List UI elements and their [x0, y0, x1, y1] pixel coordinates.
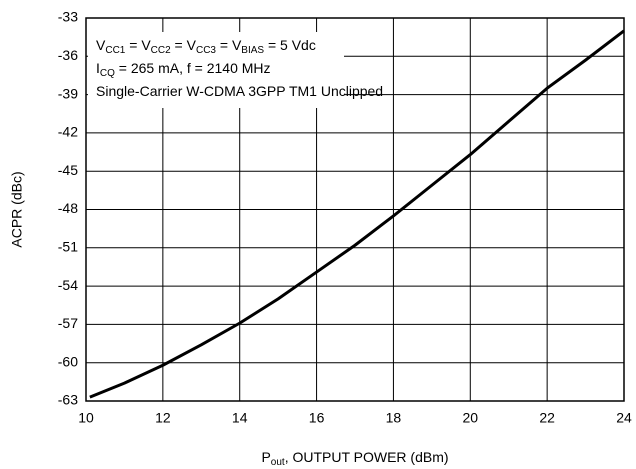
annotation: Single-Carrier W-CDMA 3GPP TM1 Unclipped	[96, 83, 383, 99]
y-tick-label: -42	[58, 124, 78, 140]
text-part: = 265 mA, f = 2140 MHz	[115, 60, 271, 76]
y-tick-label: -45	[58, 162, 78, 178]
x-tick-label: 10	[78, 410, 94, 426]
subscript: CC2	[151, 45, 171, 56]
y-tick-label: -57	[58, 315, 78, 331]
subscript: CC3	[196, 45, 216, 56]
text-part: , OUTPUT POWER (dBm)	[285, 449, 449, 465]
x-tick-label: 24	[616, 410, 632, 426]
annotation: ICQ = 265 mA, f = 2140 MHz	[96, 60, 271, 79]
text-part: P	[261, 449, 270, 465]
y-tick-label: -60	[58, 353, 78, 369]
annotation-background	[88, 32, 344, 108]
text-part: = 5 Vdc	[264, 37, 316, 53]
y-tick-label: -54	[58, 277, 78, 293]
text-part: I	[96, 60, 100, 76]
subscript: CQ	[100, 68, 115, 79]
subscript: BIAS	[241, 45, 264, 56]
text-part: = V	[171, 37, 197, 53]
y-tick-label: -63	[58, 392, 78, 408]
x-axis-label: Pout, OUTPUT POWER (dBm)	[261, 449, 448, 468]
text-part: V	[96, 37, 106, 53]
y-tick-label: -33	[58, 9, 78, 25]
plot-frame	[85, 17, 625, 402]
text-part: = V	[216, 37, 242, 53]
x-tick-label: 14	[232, 410, 248, 426]
x-tick-label: 12	[155, 410, 171, 426]
y-tick-label: -48	[58, 200, 78, 216]
line-series	[89, 29, 625, 399]
y-axis-label: ACPR (dBc)	[9, 171, 25, 247]
x-tick-label: 20	[462, 410, 478, 426]
x-tick-label: 22	[539, 410, 555, 426]
y-tick-label: -51	[58, 239, 78, 255]
x-tick-label: 18	[386, 410, 402, 426]
text-part: = V	[125, 37, 151, 53]
text-part: Single-Carrier W-CDMA 3GPP TM1 Unclipped	[96, 83, 383, 99]
x-tick-label: 16	[309, 410, 325, 426]
y-tick-label: -39	[58, 85, 78, 101]
annotation: VCC1 = VCC2 = VCC3 = VBIAS = 5 Vdc	[96, 37, 316, 56]
subscript: out	[271, 457, 285, 468]
y-tick-label: -36	[58, 47, 78, 63]
subscript: CC1	[105, 45, 125, 56]
